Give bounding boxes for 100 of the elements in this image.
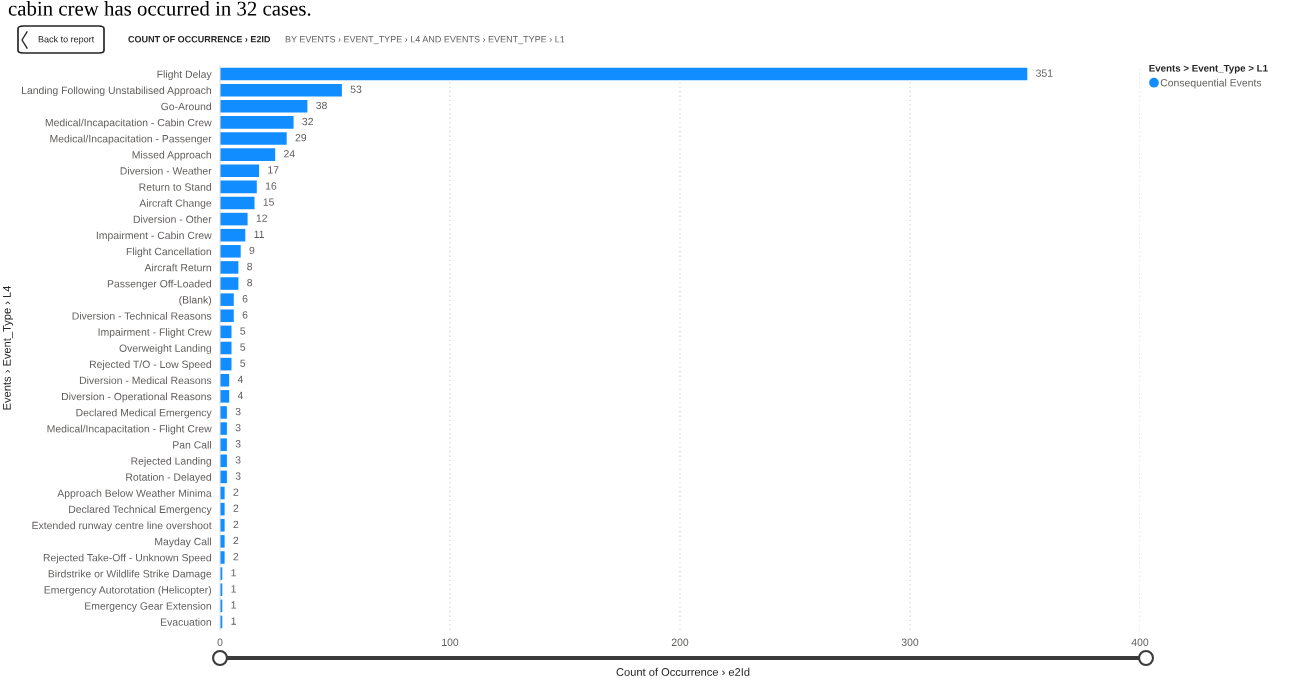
y-tick-label: Flight Cancellation (126, 247, 211, 258)
y-tick-label: Pan Call (173, 440, 211, 449)
y-tick-label: Diversion - Weather (120, 166, 212, 175)
y-tick-label: Declared Technical Emergency (69, 505, 212, 516)
x-tick-label: 400 (1131, 638, 1149, 646)
bar (220, 116, 294, 129)
data-label: 1 (231, 617, 236, 625)
bar (220, 164, 260, 178)
y-tick-label: Flight Delay (157, 70, 212, 80)
bar (220, 438, 227, 451)
data-label: 16 (265, 182, 277, 190)
y-tick-label: Rejected Landing (131, 457, 211, 467)
y-tick-label: Return to Stand (139, 183, 211, 191)
y-tick-label: Diversion - Operational Reasons (62, 392, 212, 403)
text: Back to report (38, 35, 95, 45)
bar (220, 309, 234, 323)
data-label: 1 (231, 569, 236, 577)
y-tick-label: Diversion - Technical Reasons (72, 312, 212, 320)
data-label: 2 (233, 520, 239, 528)
data-label: 32 (302, 117, 313, 126)
y-tick-label: Medical/Incapacitation - Cabin Crew (45, 118, 212, 129)
bar (220, 293, 234, 306)
legend-label: Consequential Events (1160, 78, 1262, 89)
data-label: 12 (256, 214, 267, 222)
data-label: 53 (350, 85, 362, 93)
data-label: 2 (233, 504, 239, 512)
x-tick-label: 300 (901, 638, 919, 646)
bar (220, 535, 225, 548)
y-tick-label: (Blank) (179, 295, 212, 306)
data-label: 2 (233, 536, 239, 545)
data-label: 11 (254, 230, 264, 238)
bar (220, 390, 230, 403)
data-label: 5 (240, 359, 246, 367)
bar (220, 67, 1028, 81)
y-tick-label: Emergency Autorotation (Helicopter) (44, 585, 212, 596)
chart-subtitle: BY EVENTS › EVENT_TYPE › L4 AND EVENTS › EVENT_TYPE › L1 (285, 36, 565, 45)
y-tick-label: Aircraft Return (144, 263, 211, 272)
data-label: 351 (1036, 69, 1053, 77)
bar (220, 261, 239, 274)
data-label: 15 (263, 198, 274, 206)
data-label: 38 (316, 101, 327, 110)
y-tick-label: Landing Following Unstabilised Approach (22, 86, 211, 97)
y-tick-label: Impairment - Flight Crew (98, 328, 212, 338)
y-tick-label: Passenger Off-Loaded (107, 279, 211, 290)
bar (220, 212, 248, 226)
y-tick-label: Approach Below Weather Minima (57, 489, 212, 499)
x-tick-label: 100 (442, 638, 459, 646)
data-label: 6 (242, 311, 248, 319)
y-tick-label: Mayday Call (155, 537, 211, 548)
bar (220, 551, 225, 564)
bar (220, 100, 308, 113)
data-label: 24 (284, 150, 295, 158)
data-label: 3 (235, 423, 241, 432)
data-label: 4 (237, 375, 244, 383)
x-axis-title: Count of Occurrence › e2Id (616, 667, 750, 676)
legend-title: Events > Event_Type > L1 (1149, 64, 1268, 74)
bar (220, 148, 276, 161)
y-axis-title: Events › Event_Type › L4 (3, 285, 13, 410)
bar (220, 180, 257, 194)
y-tick-label: Declared Medical Emergency (76, 408, 212, 419)
y-tick-label: Go-Around (161, 102, 211, 111)
bar (220, 132, 287, 145)
text: cabin crew has occurred in 32 cases. (8, 1, 311, 16)
data-label: 5 (240, 343, 246, 351)
bar (220, 196, 255, 210)
y-tick-label: Impairment - Cabin Crew (96, 231, 212, 242)
y-tick-label: Overweight Landing (119, 344, 211, 354)
y-tick-label: Medical/Incapacitation - Flight Crew (47, 424, 212, 435)
data-label: 8 (247, 262, 253, 271)
data-label: 5 (240, 327, 246, 335)
bar (220, 422, 227, 435)
y-tick-label: Diversion - Medical Reasons (79, 376, 212, 385)
data-label: 2 (233, 552, 239, 561)
chart-title: COUNT OF OCCURRENCE › E2ID (128, 36, 271, 43)
data-label: 9 (249, 246, 255, 255)
y-tick-label: Evacuation (160, 618, 211, 626)
y-tick-label: Rejected T/O - Low Speed (89, 360, 211, 371)
y-tick-label: Birdstrike or Wildlife Strike Damage (48, 569, 212, 580)
y-tick-label: Emergency Gear Extension (85, 602, 211, 612)
y-tick-label: Rejected Take-Off - Unknown Speed (43, 553, 212, 564)
bar (220, 406, 227, 419)
data-label: 2 (233, 488, 239, 496)
bar (220, 373, 230, 387)
data-label: 1 (231, 585, 236, 593)
data-label: 6 (242, 295, 248, 303)
bar (220, 83, 342, 97)
y-tick-label: Rotation - Delayed (126, 473, 211, 483)
y-tick-label: Diversion - Other (133, 215, 212, 223)
data-label: 29 (295, 133, 307, 142)
x-tick-label: 0 (217, 638, 223, 646)
data-label: 4 (237, 391, 244, 400)
y-tick-label: Aircraft Change (139, 199, 212, 209)
bar (220, 245, 241, 258)
y-tick-label: Missed Approach (132, 150, 211, 161)
x-tick-label: 200 (671, 638, 689, 646)
data-label: 1 (231, 601, 236, 609)
data-label: 3 (235, 440, 241, 448)
data-label: 3 (235, 456, 241, 464)
data-label: 8 (247, 278, 253, 287)
y-tick-label: Extended runway centre line overshoot (32, 521, 212, 532)
